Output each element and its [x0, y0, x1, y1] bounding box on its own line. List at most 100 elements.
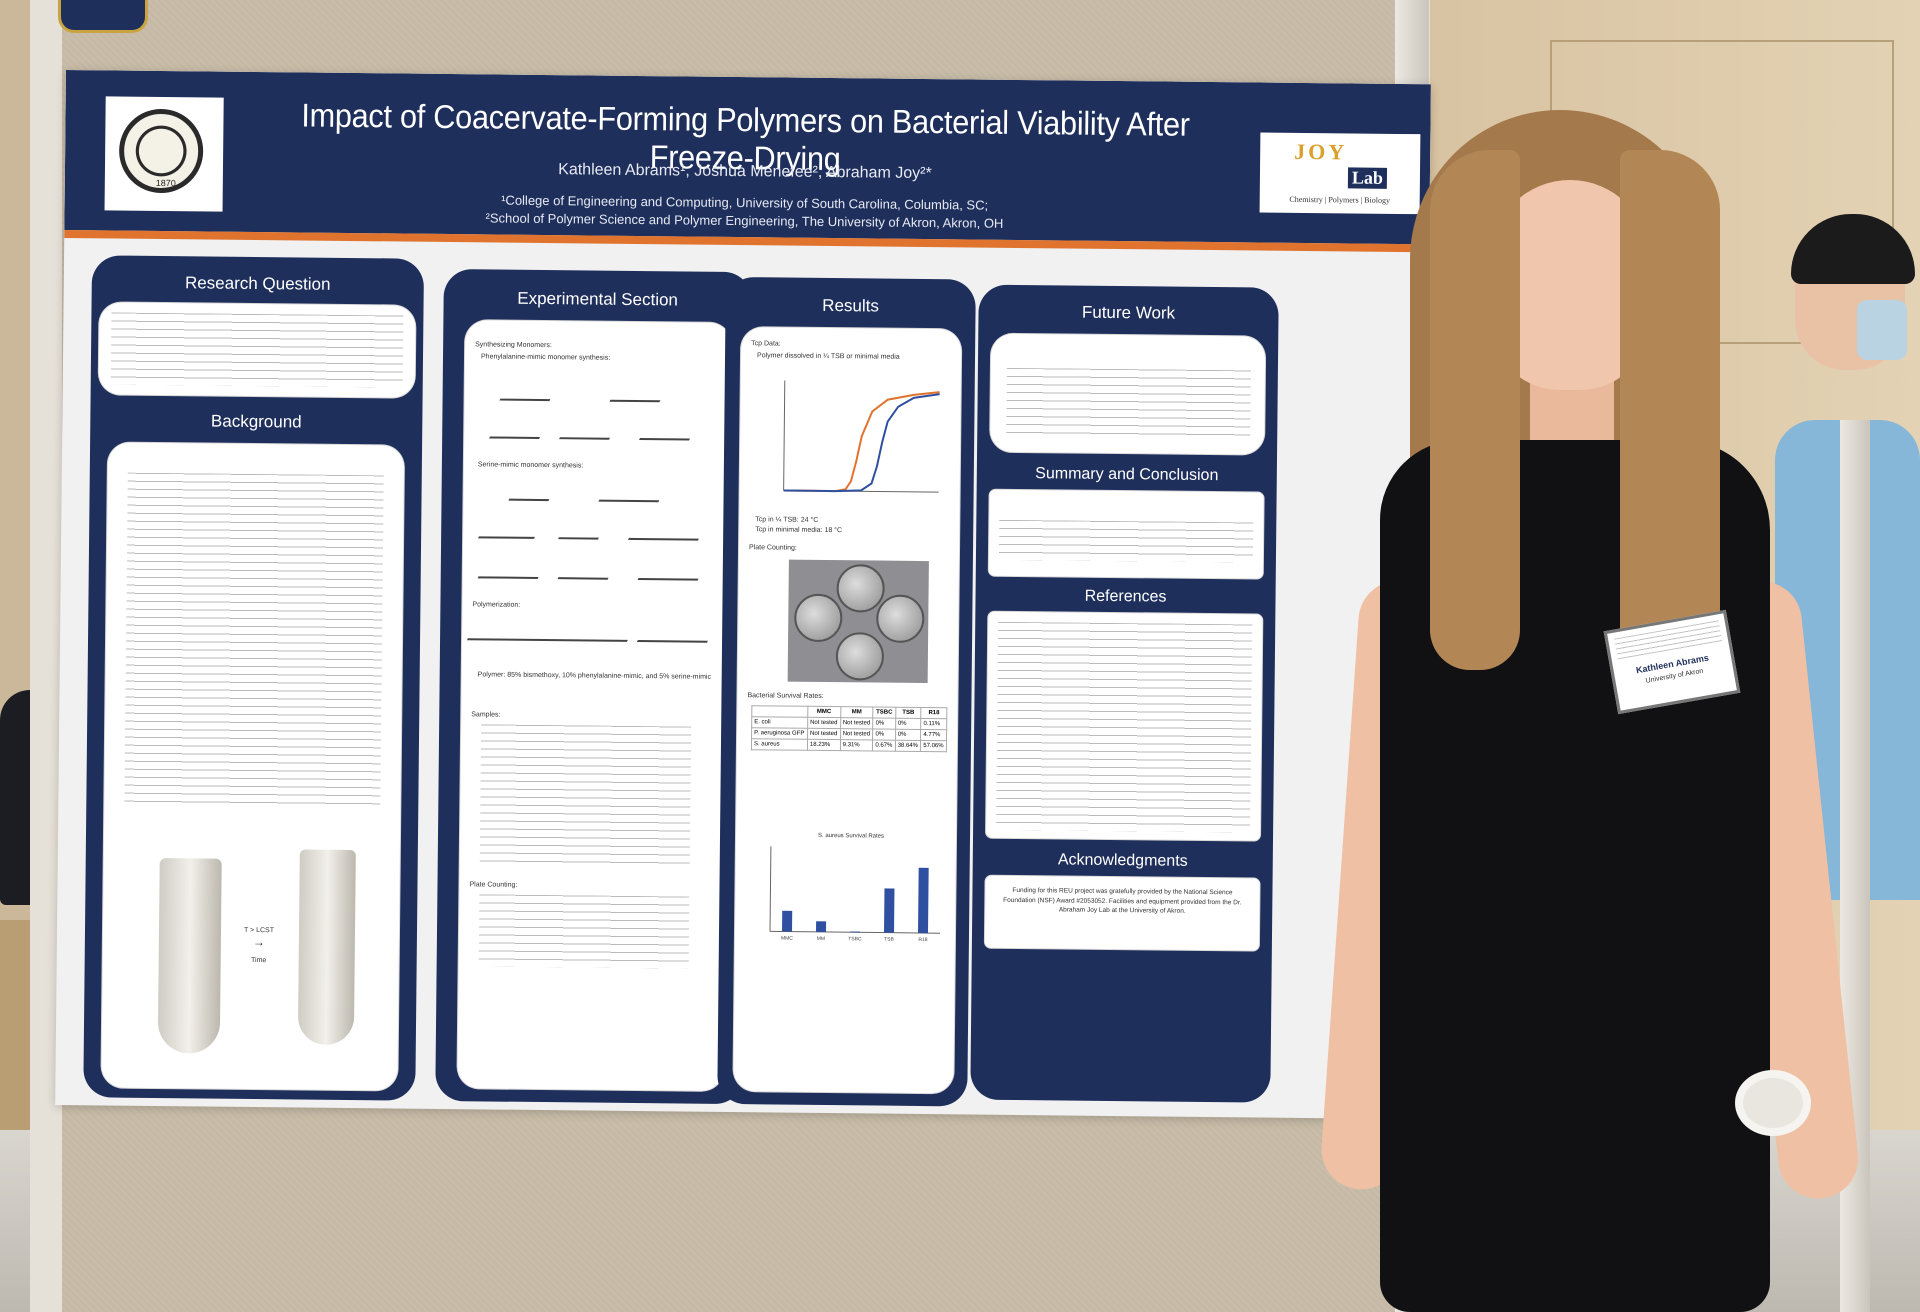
molecule-structure	[639, 418, 700, 441]
table-cell: Not tested	[807, 717, 841, 729]
background-body: T > LCST → Time	[101, 442, 405, 1091]
summary-body	[988, 489, 1264, 579]
tube-after	[297, 849, 356, 1046]
references-text	[996, 621, 1253, 833]
seal-year: 1870	[155, 177, 176, 189]
bar-category-label: R18	[918, 937, 927, 943]
molecule-structure	[598, 479, 669, 503]
time-label: Time	[250, 956, 267, 965]
background-heading: Background	[98, 400, 415, 444]
future-work-body	[990, 333, 1266, 455]
table-cell: P. aeruginosa GFP	[751, 727, 808, 740]
board-number-badge	[58, 0, 148, 33]
plate-counting-results-label: Plate Counting:	[748, 544, 797, 552]
petri-dish	[835, 632, 885, 681]
molecule-structure	[627, 518, 709, 541]
molecule-structure	[557, 557, 619, 580]
bar-chart-y-axis	[769, 846, 772, 932]
bar-category-label: TSBC	[848, 936, 862, 942]
survival-bar	[850, 931, 861, 933]
research-poster: 1870 Impact of Coacervate-Forming Polyme…	[55, 70, 1431, 1120]
research-question-text	[110, 312, 404, 388]
survival-bar-chart: MMC MM TSBC TSB R18	[769, 846, 941, 943]
petri-dish	[876, 594, 925, 644]
survival-bar	[782, 910, 793, 932]
tube-before	[157, 858, 222, 1054]
table-cell: Not tested	[840, 728, 874, 740]
phenylalanine-label: Phenylalanine-mimic monomer synthesis:	[480, 353, 611, 362]
presenter: Kathleen Abrams University of Akron	[1318, 110, 1900, 1312]
table-cell: 4.77%	[920, 729, 947, 741]
bar-category-label: MM	[817, 936, 825, 942]
face-mask	[1857, 300, 1907, 360]
table-cell: TSBC	[873, 706, 896, 719]
table-cell: 0%	[895, 718, 922, 730]
table-cell: TSB	[895, 707, 922, 719]
table-cell: 9.31%	[840, 739, 873, 751]
molecule-structure	[508, 478, 559, 502]
table-cell: 0.67%	[872, 739, 896, 752]
plate-counting-text	[478, 894, 690, 969]
molecule-structure	[477, 516, 545, 539]
results-body: Tcp Data: Polymer dissolved in ¼ TSB or …	[733, 327, 962, 1094]
tcp-series-line	[783, 393, 940, 493]
polymer-composition: Polymer: 85% bismethoxy, 10% phenylalani…	[477, 671, 712, 681]
tcp-series-line	[783, 391, 940, 493]
molecule-structure	[609, 379, 670, 403]
table-cell: 38.64%	[895, 740, 921, 752]
plate-photo	[787, 559, 929, 684]
molecule-structure	[499, 378, 560, 402]
references-heading: References	[982, 581, 1269, 613]
experimental-body: Synthesizing Monomers: Phenylalanine-mim…	[457, 320, 732, 1091]
table-cell: Not tested	[807, 728, 841, 740]
molecule-structure	[637, 558, 709, 581]
university-logo: 1870	[104, 96, 224, 212]
petri-dish	[794, 593, 843, 643]
bar-category-label: MMC	[781, 936, 793, 942]
table-cell: S. aureus	[751, 738, 808, 751]
table-cell: 0%	[895, 729, 921, 741]
molecule-structure	[466, 618, 638, 642]
serine-label: Serine-mimic monomer synthesis:	[477, 461, 584, 470]
table-cell: 18.23%	[807, 739, 841, 751]
survival-table: MMC MM TSBC TSB R18 E. coli Not tested Not test…	[750, 705, 948, 753]
molecule-structure	[477, 556, 549, 579]
chart-y-axis	[783, 380, 786, 491]
samples-text	[479, 724, 692, 867]
table-cell: MM	[840, 706, 874, 718]
tcp-data-label: Tcp Data:	[751, 340, 781, 348]
survival-bar	[918, 867, 929, 934]
table-cell: 0%	[872, 728, 896, 741]
survival-rates-label: Bacterial Survival Rates:	[747, 692, 824, 700]
molecule-structure	[489, 416, 550, 439]
tcp-mm: Tcp in minimal media: 18 °C	[755, 526, 843, 535]
table-cell: 0%	[873, 717, 896, 730]
arrow-icon: →	[252, 935, 265, 950]
presenter-hair-right	[1620, 150, 1720, 690]
experimental-heading: Experimental Section	[451, 278, 744, 322]
summary-text	[998, 519, 1254, 563]
table-cell	[751, 705, 808, 718]
research-question-heading: Research Question	[99, 264, 416, 304]
summary-heading: Summary and Conclusion	[983, 459, 1270, 491]
plate-counting-label: Plate Counting:	[469, 881, 518, 889]
table-cell: 57.06%	[920, 740, 947, 752]
survival-bar	[884, 888, 895, 933]
table-row: S. aureus 18.23% 9.31% 0.67% 38.64% 57.06%	[751, 738, 947, 752]
references-body	[986, 611, 1263, 841]
polymerization-label: Polymerization:	[472, 601, 521, 609]
synthesizing-label: Synthesizing Monomers:	[475, 341, 552, 350]
wristwatch	[1735, 1070, 1811, 1136]
background-text	[124, 472, 384, 806]
table-cell: E. coli	[751, 716, 808, 729]
tcp-line-chart	[783, 380, 940, 493]
table-cell: 0.11%	[920, 718, 947, 730]
table-cell: R18	[921, 707, 947, 719]
research-question-body	[98, 302, 416, 398]
table-cell: Not tested	[840, 717, 874, 729]
acknowledgments-text: Funding for this REU project was gratefu…	[1003, 886, 1242, 915]
molecule-structure	[557, 517, 609, 540]
acknowledgments-heading: Acknowledgments	[979, 845, 1266, 877]
results-heading: Results	[733, 285, 968, 328]
petri-dish	[836, 564, 885, 613]
